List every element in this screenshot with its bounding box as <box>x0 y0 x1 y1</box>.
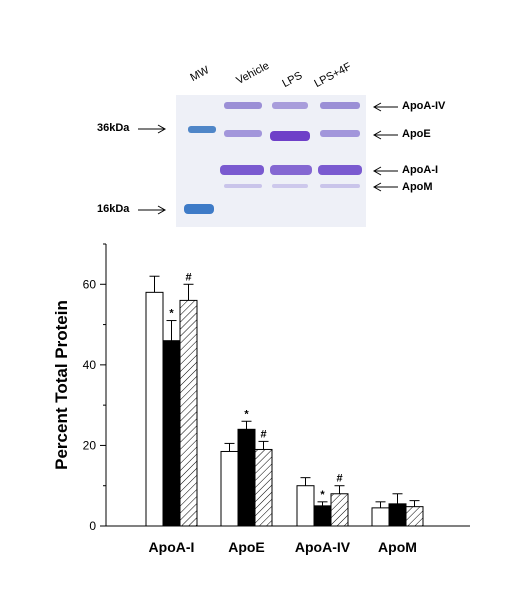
y-tick-label: 0 <box>89 519 96 533</box>
band-label-apoa-iv: ApoA-IV <box>402 100 446 112</box>
bar-apoe-series-1 <box>220 450 239 527</box>
band-apoa-i-vehicle <box>220 165 264 175</box>
sds-page-gel <box>138 95 398 227</box>
significance-marker: # <box>260 428 266 440</box>
significance-marker: # <box>336 473 342 485</box>
bar-apom-series-2 <box>388 503 407 527</box>
arrowhead-16kda <box>157 205 167 215</box>
band-apoe-lps-4f <box>320 130 360 137</box>
y-tick-label: 60 <box>83 277 97 291</box>
band-apoa-iv-lps-4f <box>320 102 360 109</box>
y-axis-title: Percent Total Protein <box>52 300 71 470</box>
band-label-apom: ApoM <box>402 181 433 193</box>
band-apoa-iv-lps <box>272 102 308 109</box>
significance-marker: * <box>169 308 174 320</box>
arrowhead-apoa-i <box>372 166 382 176</box>
y-tick-label: 20 <box>83 438 97 452</box>
arrowhead-apoa-iv <box>372 102 382 112</box>
band-apom-vehicle <box>224 184 262 188</box>
arrowhead-apom <box>372 182 382 192</box>
bar-apoe-series-2 <box>237 428 256 527</box>
significance-marker: * <box>320 489 325 501</box>
y-tick-label: 40 <box>83 358 97 372</box>
mw-label-36kda: 36kDa <box>97 122 130 134</box>
band-apoa-iv-vehicle <box>224 102 262 109</box>
bar-apoa-i-series-1 <box>145 291 164 527</box>
mw-marker-band-16kda <box>184 204 214 214</box>
band-apoe-vehicle <box>224 130 262 137</box>
band-apoa-i-lps-4f <box>318 165 362 175</box>
band-apoa-i-lps <box>270 165 312 175</box>
arrowhead-apoe <box>372 130 382 140</box>
bar-apoa-iv-series-2 <box>313 505 332 527</box>
band-apom-lps-4f <box>320 184 360 188</box>
band-label-apoe: ApoE <box>402 128 431 140</box>
mw-marker-band-36kda <box>188 126 216 133</box>
bar-apoa-i-series-3 <box>179 299 198 527</box>
bar-apom-series-3 <box>405 506 424 527</box>
band-label-apoa-i: ApoA-I <box>402 164 439 176</box>
significance-marker: # <box>185 271 191 283</box>
x-category-label: ApoA-IV <box>295 539 351 555</box>
band-apoe-lps <box>270 131 310 141</box>
band-apom-lps <box>272 184 308 188</box>
mw-label-16kda: 16kDa <box>97 203 130 215</box>
x-category-label: ApoM <box>378 539 417 555</box>
arrowhead-36kda <box>157 124 167 134</box>
bar-apoa-iv-series-1 <box>296 485 315 527</box>
bar-apoa-iv-series-3 <box>330 493 349 527</box>
bar-apom-series-1 <box>371 507 390 527</box>
x-category-label: ApoE <box>228 539 265 555</box>
bar-apoe-series-3 <box>254 448 273 527</box>
x-category-label: ApoA-I <box>149 539 195 555</box>
significance-marker: * <box>244 408 249 420</box>
bar-apoa-i-series-2 <box>162 340 181 527</box>
